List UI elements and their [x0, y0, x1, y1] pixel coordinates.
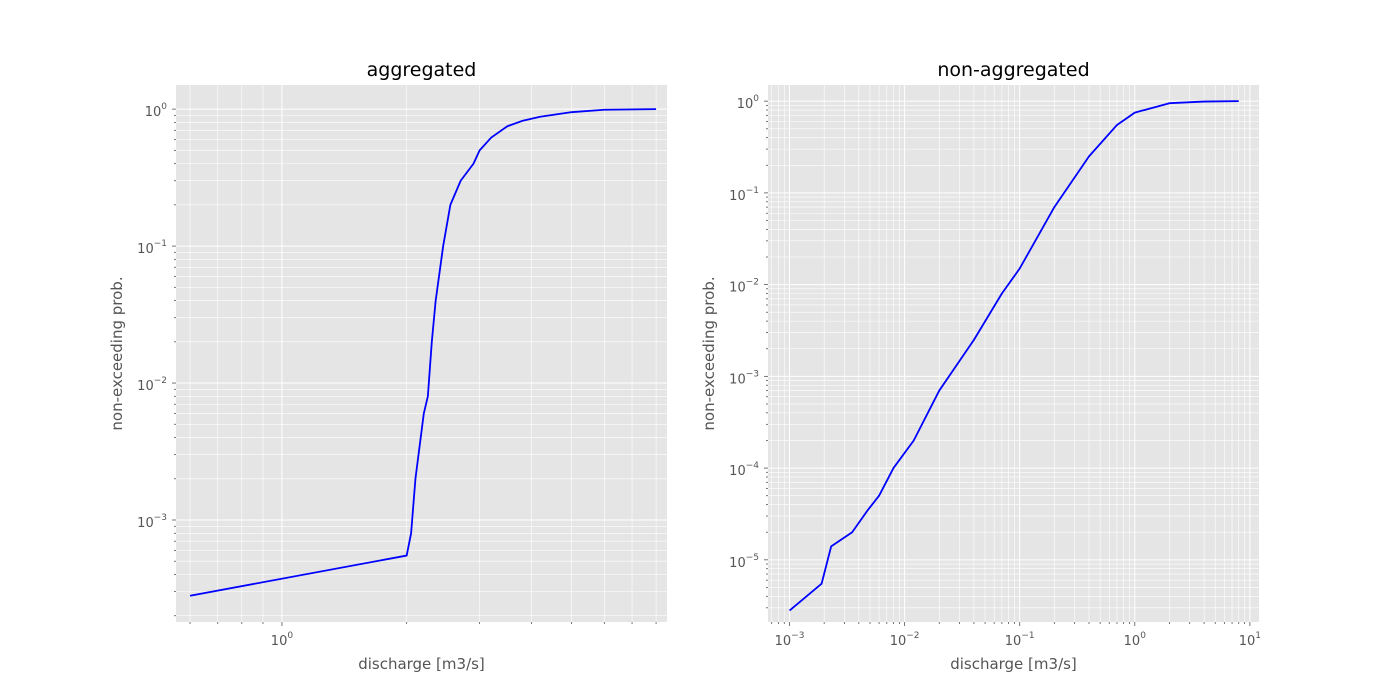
grid [176, 85, 667, 622]
chart-panel-1: 100 10−3 10−2 10−1 100 aggregated discharge [m… [108, 59, 667, 673]
y-tick-label: 10−3 [137, 513, 167, 531]
x-tick-label: 10−2 [890, 631, 920, 649]
y-tick-label: 100 [145, 102, 168, 120]
tick-marks [172, 108, 657, 626]
x-axis-label: discharge [m3/s] [358, 655, 485, 673]
y-tick-label: 10−2 [137, 376, 167, 394]
plot-area [176, 85, 667, 622]
chart-title: aggregated [367, 59, 477, 81]
x-tick-label: 10−1 [1005, 631, 1035, 649]
y-tick-label: 10−1 [137, 239, 167, 257]
data-series-line [189, 108, 657, 597]
x-axis-label: discharge [m3/s] [950, 655, 1077, 673]
data-series-line [788, 100, 1239, 612]
x-tick-label: 100 [1124, 631, 1147, 649]
x-tick-label: 10−3 [775, 631, 805, 649]
tick-marks [764, 100, 1251, 626]
x-tick-label: 100 [271, 631, 294, 649]
y-tick-label: 10−4 [729, 461, 759, 479]
y-tick-label: 10−5 [729, 553, 759, 571]
x-tick-label: 101 [1239, 631, 1261, 649]
y-tick-label: 100 [737, 94, 760, 112]
y-tick-label: 10−3 [729, 369, 759, 387]
y-axis-label: non-exceeding prob. [108, 276, 126, 430]
y-tick-label: 10−1 [729, 186, 759, 204]
chart-title: non-aggregated [937, 59, 1089, 81]
y-axis-label: non-exceeding prob. [700, 276, 718, 430]
chart-panel-2: 10−3 10−2 10−1 100 101 10−5 10−4 10−3 10−2 10−1 10… [700, 59, 1261, 673]
grid [768, 85, 1259, 622]
y-tick-label: 10−2 [729, 278, 759, 296]
